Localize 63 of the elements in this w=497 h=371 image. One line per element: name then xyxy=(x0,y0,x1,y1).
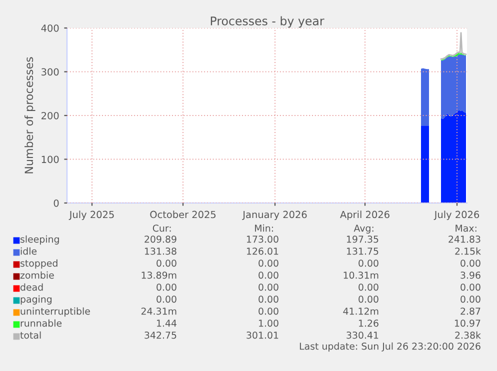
y-tick-label: 100 xyxy=(42,156,59,164)
text: 0.00 xyxy=(460,296,480,303)
text: 10.31m xyxy=(344,272,378,279)
legend-label: stopped xyxy=(20,259,58,269)
text: 0.00 xyxy=(258,296,278,303)
text: 0.00 xyxy=(156,284,176,291)
text: 2.38k xyxy=(455,331,481,339)
legend-label: dead xyxy=(20,283,43,291)
legend-label: uninterruptible xyxy=(20,307,90,317)
line-series xyxy=(440,32,467,60)
text: 0.00 xyxy=(358,296,378,303)
text: Avg: xyxy=(354,224,374,234)
text: 2.15k xyxy=(455,247,481,255)
legend-label: idle xyxy=(20,247,37,255)
text: Cur: xyxy=(152,224,171,232)
text: 3.96 xyxy=(460,272,480,279)
text: 2.87 xyxy=(460,308,480,315)
text: 0.00 xyxy=(258,284,278,291)
y-tick-label: 0 xyxy=(54,199,59,207)
text: 13.89m xyxy=(142,272,176,279)
text: 241.83 xyxy=(448,236,480,243)
text: 0.00 xyxy=(156,296,176,303)
chart-title: Processes - by year xyxy=(210,16,324,28)
text: 0.00 xyxy=(156,260,176,267)
text: 173.00 xyxy=(246,236,278,243)
x-tick-label: July 2026 xyxy=(434,210,480,220)
text: 0.00 xyxy=(258,272,278,279)
text: 0.00 xyxy=(358,284,378,291)
text: 330.41 xyxy=(346,332,378,339)
text: 131.38 xyxy=(144,248,176,255)
text: 209.89 xyxy=(144,236,176,243)
text: 24.31m xyxy=(141,308,176,315)
text: 1.00 xyxy=(259,320,278,327)
text: 0.00 xyxy=(358,260,378,267)
legend-label: runnable xyxy=(20,319,62,327)
text: Last update: Sun Jul 26 23:20:00 2026 xyxy=(300,342,480,352)
x-tick-label: January 2026 xyxy=(242,210,307,220)
legend-label: paging xyxy=(20,295,52,305)
text: 41.12m xyxy=(343,308,378,315)
text: 1.44 xyxy=(157,320,176,327)
x-tick-label: October 2025 xyxy=(150,210,216,218)
legend-label: sleeping xyxy=(20,235,59,245)
text: 301.01 xyxy=(246,332,278,339)
y-tick-label: 400 xyxy=(41,24,59,32)
text: 342.75 xyxy=(144,332,176,339)
text: 126.01 xyxy=(246,248,278,255)
text: 1.26 xyxy=(359,320,378,327)
x-tick-label: April 2026 xyxy=(340,210,390,220)
y-axis-title: Number of processes xyxy=(24,57,36,174)
text: 0.00 xyxy=(258,260,278,267)
legend-label: total xyxy=(20,331,41,339)
text: Max: xyxy=(456,224,476,232)
text: 0.00 xyxy=(460,260,480,267)
text: 10.97 xyxy=(455,320,480,327)
y-tick-label: 200 xyxy=(42,112,59,120)
y-tick-label: 300 xyxy=(42,68,59,76)
text: Min: xyxy=(255,224,273,232)
text: 0.00 xyxy=(258,308,278,315)
text: 197.35 xyxy=(346,236,378,243)
text: 131.75 xyxy=(346,248,378,255)
legend-label: zombie xyxy=(20,271,54,279)
x-tick-label: July 2025 xyxy=(68,210,114,220)
text: 0.00 xyxy=(460,284,480,291)
